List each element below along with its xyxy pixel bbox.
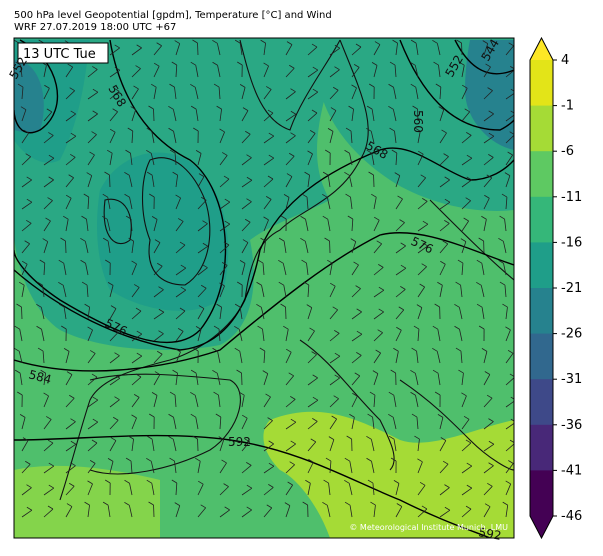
- colorbar-segment: [530, 288, 553, 334]
- colorbar-tick-label: 4: [561, 53, 569, 68]
- colorbar-segment: [530, 197, 553, 243]
- colorbar-tick-label: -41: [561, 463, 582, 478]
- colorbar-tick-label: -1: [561, 99, 574, 114]
- colorbar-tick-label: -6: [561, 144, 574, 159]
- colorbar-extension: [530, 516, 553, 538]
- colorbar-segment: [530, 242, 553, 288]
- colorbar-extension: [530, 38, 553, 60]
- colorbar-segment: [530, 151, 553, 197]
- colorbar-segment: [530, 334, 553, 380]
- header-line: 500 hPa level Geopotential [gpdm], Tempe…: [14, 10, 332, 21]
- colorbar-segment: [530, 106, 553, 152]
- credit: © Meteorological Institute Munich, LMU: [349, 523, 508, 532]
- time-label: 13 UTC Tue: [23, 47, 96, 62]
- colorbar-tick-label: -16: [561, 235, 582, 250]
- colorbar-segment: [530, 60, 553, 106]
- contour-label: 592: [228, 435, 251, 449]
- contour-label: 560: [411, 110, 425, 133]
- colorbar-tick-label: -46: [561, 509, 582, 524]
- colorbar-tick-label: -26: [561, 327, 582, 342]
- colorbar-tick-label: -11: [561, 190, 582, 205]
- colorbar-tick-label: -36: [561, 418, 582, 433]
- colorbar-tick-label: -21: [561, 281, 582, 296]
- colorbar-segment: [530, 470, 553, 516]
- colorbar-segment: [530, 379, 553, 425]
- colorbar: 4 -1 -6 -11 -16 -21 -26 -31 -36 -41 -46: [530, 38, 582, 538]
- colorbar-tick-label: -31: [561, 372, 582, 387]
- colorbar-segment: [530, 425, 553, 471]
- map-field: [14, 38, 516, 538]
- temperature-field: [14, 466, 160, 538]
- header-line: WRF 27.07.2019 18:00 UTC +67: [14, 22, 176, 33]
